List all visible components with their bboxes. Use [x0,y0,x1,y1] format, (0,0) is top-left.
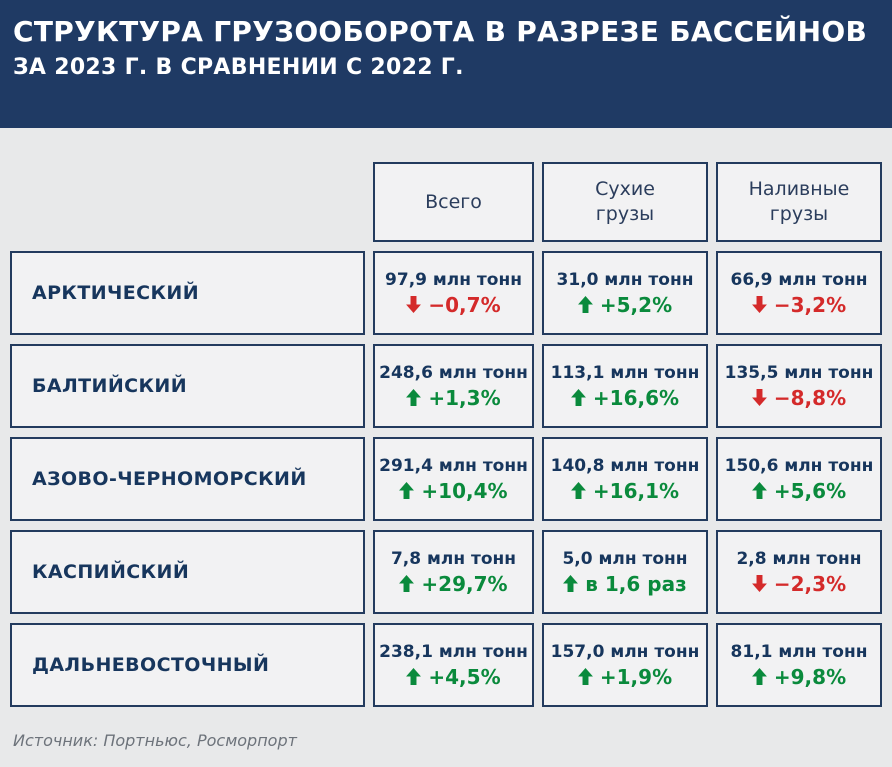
cell-value: 150,6 млн тонн [724,455,874,476]
down-arrow-icon [751,389,767,406]
cell-trend: +4,5% [406,664,501,689]
data-cell: 291,4 млн тонн +10,4% [373,437,534,521]
cell-value: 157,0 млн тонн [550,641,700,662]
cell-trend: +5,2% [577,292,673,317]
basin-label-caspian: КАСПИЙСКИЙ [10,530,365,614]
basin-label-arctic: АРКТИЧЕСКИЙ [10,251,365,335]
cell-value: 97,9 млн тонн [385,269,522,290]
cell-trend: −0,7% [406,292,501,317]
cell-trend: +5,6% [751,478,847,503]
cell-trend: −3,2% [751,292,847,317]
cell-trend: в 1,6 раз [563,571,687,596]
down-arrow-icon [751,296,767,313]
data-cell: 5,0 млн тонн в 1,6 раз [542,530,708,614]
column-header-total: Всего [373,162,534,242]
cell-change: +1,3% [428,385,501,410]
basin-table: Всего Сухие грузы Наливные грузы АРКТИЧЕ… [0,128,892,750]
data-cell: 140,8 млн тонн +16,1% [542,437,708,521]
cell-trend: +9,8% [751,664,847,689]
down-arrow-icon [406,296,422,313]
header-banner: СТРУКТУРА ГРУЗООБОРОТА В РАЗРЕЗЕ БАССЕЙН… [0,0,892,128]
cell-change: +1,9% [599,664,673,689]
table-grid: Всего Сухие грузы Наливные грузы АРКТИЧЕ… [10,162,892,707]
cell-trend: +16,6% [570,385,680,410]
cell-value: 81,1 млн тонн [730,641,868,662]
cell-value: 5,0 млн тонн [562,548,688,569]
data-cell: 97,9 млн тонн −0,7% [373,251,534,335]
up-arrow-icon [406,668,422,685]
column-header-label: Наливные грузы [748,178,850,225]
page-title: СТРУКТУРА ГРУЗООБОРОТА В РАЗРЕЗЕ БАССЕЙН… [13,15,868,48]
cell-trend: +10,4% [399,478,508,503]
down-arrow-icon [751,575,767,592]
basin-label-far-east: ДАЛЬНЕВОСТОЧНЫЙ [10,623,365,707]
up-arrow-icon [570,482,586,499]
cell-change: −3,2% [773,292,847,317]
cell-trend: −2,3% [751,571,847,596]
page-subtitle: ЗА 2023 Г. В СРАВНЕНИИ С 2022 Г. [13,55,464,80]
column-header-label: Всего [425,190,482,213]
up-arrow-icon [751,482,767,499]
cell-change: +10,4% [421,478,508,503]
basin-label-baltic: БАЛТИЙСКИЙ [10,344,365,428]
column-header-label: Сухие грузы [595,178,655,225]
up-arrow-icon [751,668,767,685]
cell-value: 7,8 млн тонн [390,548,517,569]
cell-value: 248,6 млн тонн [379,362,528,383]
cell-trend: +16,1% [570,478,680,503]
basin-name: ДАЛЬНЕВОСТОЧНЫЙ [32,654,270,676]
up-arrow-icon [399,482,415,499]
cell-change: −2,3% [773,571,847,596]
basin-name: БАЛТИЙСКИЙ [32,375,188,397]
cargo-turnover-infographic: СТРУКТУРА ГРУЗООБОРОТА В РАЗРЕЗЕ БАССЕЙН… [0,0,892,750]
data-cell: 2,8 млн тонн −2,3% [716,530,882,614]
cell-value: 2,8 млн тонн [736,548,862,569]
up-arrow-icon [563,575,579,592]
source-note: Источник: Портньюс, Росморпорт [13,731,297,750]
cell-change: +16,6% [592,385,680,410]
cell-change: +29,7% [421,571,508,596]
data-cell: 31,0 млн тонн +5,2% [542,251,708,335]
up-arrow-icon [406,389,422,406]
data-cell: 113,1 млн тонн +16,6% [542,344,708,428]
cell-trend: −8,8% [751,385,847,410]
cell-change: −0,7% [428,292,501,317]
basin-name: АЗОВО-ЧЕРНОМОРСКИЙ [32,468,307,490]
basin-name: КАСПИЙСКИЙ [32,561,190,583]
up-arrow-icon [577,296,593,313]
cell-change: +4,5% [428,664,501,689]
cell-change: +5,2% [599,292,673,317]
cell-trend: +29,7% [399,571,508,596]
data-cell: 7,8 млн тонн +29,7% [373,530,534,614]
data-cell: 135,5 млн тонн −8,8% [716,344,882,428]
cell-value: 31,0 млн тонн [556,269,694,290]
cell-value: 140,8 млн тонн [550,455,700,476]
column-header-liquid-cargo: Наливные грузы [716,162,882,242]
data-cell: 238,1 млн тонн +4,5% [373,623,534,707]
cell-trend: +1,9% [577,664,673,689]
cell-value: 135,5 млн тонн [724,362,874,383]
data-cell: 157,0 млн тонн +1,9% [542,623,708,707]
cell-change: +5,6% [773,478,847,503]
data-cell: 66,9 млн тонн −3,2% [716,251,882,335]
cell-value: 113,1 млн тонн [550,362,700,383]
cell-value: 66,9 млн тонн [730,269,868,290]
corner-spacer [10,162,365,242]
cell-change: −8,8% [773,385,847,410]
cell-change: в 1,6 раз [585,571,687,596]
data-cell: 150,6 млн тонн +5,6% [716,437,882,521]
cell-value: 291,4 млн тонн [379,455,528,476]
basin-label-azov-black-sea: АЗОВО-ЧЕРНОМОРСКИЙ [10,437,365,521]
column-header-dry-cargo: Сухие грузы [542,162,708,242]
up-arrow-icon [399,575,415,592]
up-arrow-icon [577,668,593,685]
data-cell: 81,1 млн тонн +9,8% [716,623,882,707]
cell-trend: +1,3% [406,385,501,410]
cell-value: 238,1 млн тонн [379,641,528,662]
data-cell: 248,6 млн тонн +1,3% [373,344,534,428]
basin-name: АРКТИЧЕСКИЙ [32,282,200,304]
cell-change: +16,1% [592,478,680,503]
cell-change: +9,8% [773,664,847,689]
up-arrow-icon [570,389,586,406]
